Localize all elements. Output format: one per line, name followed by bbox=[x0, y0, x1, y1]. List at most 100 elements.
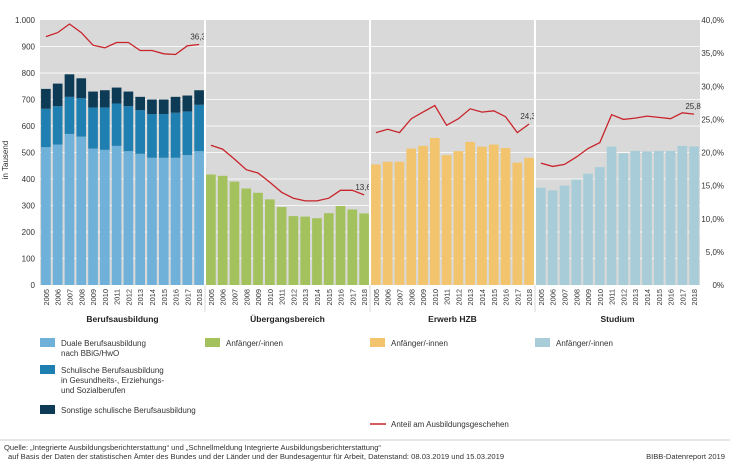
legend-label: Duale Berufsausbildung bbox=[61, 339, 146, 348]
x-tick-label: 2018 bbox=[525, 289, 534, 305]
bar bbox=[147, 114, 157, 158]
bar bbox=[394, 161, 405, 285]
x-tick-label: 2011 bbox=[608, 289, 617, 305]
bar bbox=[135, 96, 146, 111]
x-tick-label: 2005 bbox=[207, 289, 216, 305]
y-tick-label: 300 bbox=[22, 202, 36, 211]
bar bbox=[571, 179, 582, 285]
x-tick-label: 2005 bbox=[372, 289, 381, 305]
bar bbox=[359, 213, 369, 285]
x-tick-label: 2009 bbox=[89, 289, 98, 305]
x-tick-label: 2016 bbox=[667, 289, 676, 305]
y2-tick-label: 20,0% bbox=[701, 149, 724, 158]
share-data-label: 13,6 bbox=[355, 183, 371, 192]
bar bbox=[88, 91, 98, 108]
y-tick-label: 200 bbox=[22, 228, 36, 237]
bar bbox=[76, 78, 87, 99]
bar bbox=[111, 145, 122, 285]
bar bbox=[158, 114, 169, 158]
bar bbox=[170, 96, 181, 113]
x-tick-label: 2007 bbox=[230, 289, 239, 305]
bar bbox=[594, 167, 605, 285]
bar bbox=[123, 91, 134, 107]
bar bbox=[512, 162, 523, 285]
x-tick-label: 2018 bbox=[195, 289, 204, 305]
x-tick-label: 2014 bbox=[643, 289, 652, 305]
share-line bbox=[540, 112, 695, 168]
share-line bbox=[210, 144, 365, 202]
bar bbox=[253, 192, 263, 285]
x-tick-label: 2008 bbox=[407, 289, 416, 305]
axes: 0 100 200 300 400 500 600 700 800 900 1.000 0% 5,0% 1… bbox=[0, 16, 730, 441]
share-data-label: 25,8 bbox=[685, 102, 701, 111]
bar bbox=[194, 90, 204, 105]
x-tick-label: 2017 bbox=[183, 289, 192, 305]
bar bbox=[64, 74, 75, 97]
bar bbox=[465, 141, 476, 285]
x-tick-label: 2014 bbox=[313, 289, 322, 305]
x-tick-label: 2017 bbox=[348, 289, 357, 305]
y-tick-label: 700 bbox=[22, 96, 36, 105]
bar bbox=[583, 173, 593, 285]
legend-swatch bbox=[40, 365, 55, 374]
legend-swatch bbox=[205, 338, 220, 347]
y-tick-label: 1.000 bbox=[15, 16, 36, 25]
bar bbox=[418, 145, 428, 285]
source-line-1: Quelle: „Integrierte Ausbildungsberichte… bbox=[4, 443, 381, 452]
bar bbox=[453, 151, 464, 285]
legend-swatch bbox=[535, 338, 550, 347]
bar bbox=[335, 206, 346, 285]
bar bbox=[323, 213, 334, 285]
bar bbox=[64, 133, 75, 285]
x-tick-label: 2015 bbox=[160, 289, 169, 305]
bar bbox=[170, 112, 181, 158]
bar bbox=[312, 218, 322, 285]
share-lines: 36,3 13,6 24,3 25,8 bbox=[45, 23, 701, 202]
y-tick-label: 0 bbox=[31, 281, 36, 290]
x-tick-label: 2013 bbox=[631, 289, 640, 305]
legend-label: nach BBiG/HwO bbox=[61, 349, 119, 358]
legend-label: Schulische Berufsausbildung bbox=[61, 366, 164, 375]
y-tick-label: 900 bbox=[22, 43, 36, 52]
x-tick-label: 2015 bbox=[655, 289, 664, 305]
legend-label: Anfänger/-innen bbox=[226, 339, 283, 348]
x-tick-label: 2016 bbox=[337, 289, 346, 305]
panel-title: Berufsausbildung bbox=[86, 314, 158, 324]
bar bbox=[99, 107, 110, 150]
share-line bbox=[375, 104, 530, 134]
x-tick-label: 2018 bbox=[360, 289, 369, 305]
bar bbox=[158, 99, 169, 115]
y2-tick-label: 15,0% bbox=[701, 182, 724, 191]
bar bbox=[123, 151, 134, 285]
bar bbox=[88, 107, 98, 149]
bar-series bbox=[41, 74, 699, 285]
x-tick-label: 2012 bbox=[454, 289, 463, 305]
bar bbox=[111, 103, 122, 146]
bar bbox=[123, 106, 134, 152]
bar bbox=[229, 181, 240, 285]
x-tick-label: 2008 bbox=[77, 289, 86, 305]
x-tick-label: 2013 bbox=[136, 289, 145, 305]
bar bbox=[41, 108, 51, 148]
y2-tick-label: 5,0% bbox=[706, 248, 724, 257]
legend-swatch bbox=[40, 338, 55, 347]
bar bbox=[371, 164, 381, 285]
bar bbox=[194, 151, 204, 285]
x-tick-label: 2009 bbox=[584, 289, 593, 305]
x-tick-label: 2016 bbox=[502, 289, 511, 305]
x-tick-label: 2007 bbox=[395, 289, 404, 305]
x-tick-label: 2005 bbox=[537, 289, 546, 305]
bar bbox=[488, 144, 499, 285]
bar bbox=[653, 150, 664, 285]
legend-label: in Gesundheits-, Erziehungs- bbox=[61, 376, 165, 385]
x-tick-label: 2006 bbox=[549, 289, 558, 305]
y2-tick-label: 0% bbox=[712, 281, 724, 290]
bar bbox=[382, 161, 393, 285]
bar bbox=[500, 147, 511, 285]
legend-label: Anfänger/-innen bbox=[556, 339, 613, 348]
bar bbox=[158, 157, 169, 285]
bar bbox=[642, 151, 652, 285]
